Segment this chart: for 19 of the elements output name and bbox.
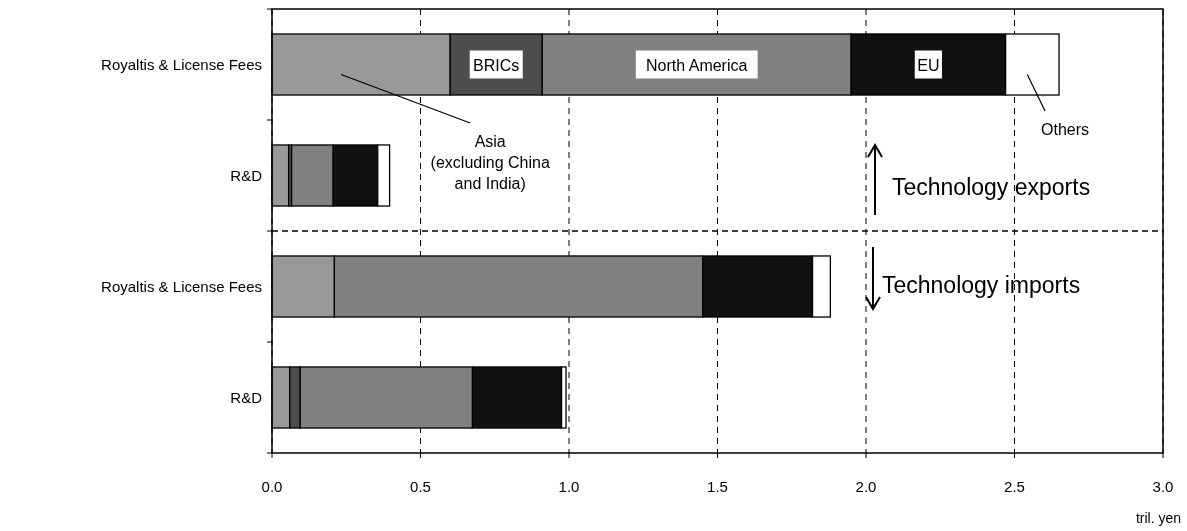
x-tick-label: 0.0 bbox=[261, 478, 283, 495]
x-tick-label: 3.0 bbox=[1152, 478, 1174, 495]
x-tick-label: 2.5 bbox=[1004, 478, 1025, 495]
x-tick-label: 1.0 bbox=[558, 478, 580, 495]
legend-label: Others bbox=[1041, 121, 1090, 139]
y-tick-label: Royaltis & License Fees bbox=[101, 277, 262, 295]
annotation: Technology imports bbox=[882, 272, 1081, 298]
x-tick-label: 0.5 bbox=[410, 478, 431, 495]
annotation: Technology exports bbox=[892, 174, 1091, 200]
text: Asia (excluding China and India) bbox=[430, 133, 550, 193]
x-axis-title: tril. yen bbox=[1135, 510, 1181, 526]
series-label: EU bbox=[917, 56, 940, 74]
series-label: BRICs bbox=[473, 56, 520, 74]
y-tick-label: Royaltis & License Fees bbox=[101, 55, 262, 73]
x-tick-label: 1.5 bbox=[707, 478, 728, 495]
y-tick-label: R&D bbox=[230, 166, 263, 184]
series-label: North America bbox=[646, 56, 748, 74]
x-tick-label: 2.0 bbox=[855, 478, 877, 495]
y-tick-label: R&D bbox=[230, 388, 263, 406]
